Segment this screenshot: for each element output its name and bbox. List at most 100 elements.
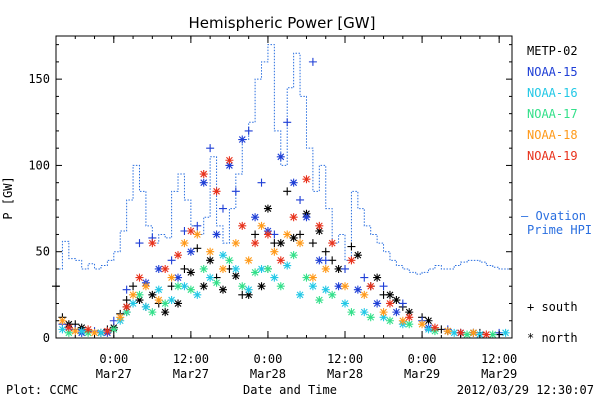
data-point xyxy=(174,282,183,291)
data-point xyxy=(206,247,215,256)
data-point xyxy=(398,316,407,325)
data-point xyxy=(251,230,260,239)
x-axis-label: Date and Time xyxy=(243,383,337,397)
data-point xyxy=(263,230,272,239)
x-tick-label-time: 0:00 xyxy=(253,352,282,366)
data-point xyxy=(251,268,260,277)
data-point xyxy=(456,328,465,337)
data-point xyxy=(231,187,240,196)
data-point xyxy=(334,282,343,291)
data-point xyxy=(206,273,215,282)
data-point xyxy=(135,239,144,248)
data-point xyxy=(251,239,260,248)
data-point xyxy=(469,328,478,337)
data-point xyxy=(148,239,157,248)
chart-title: Hemispheric Power [GW] xyxy=(189,14,376,32)
data-point xyxy=(321,247,330,256)
data-point xyxy=(283,230,292,239)
marker-legend: + south * north xyxy=(527,300,578,345)
data-point xyxy=(71,327,80,336)
data-point xyxy=(206,144,215,153)
x-tick-label-date: Mar27 xyxy=(96,367,132,381)
series-noaa-19-north xyxy=(64,156,491,339)
data-point xyxy=(341,264,350,273)
data-point xyxy=(302,175,311,184)
data-point xyxy=(308,239,317,248)
data-point xyxy=(64,328,73,337)
x-tick-label-time: 12:00 xyxy=(327,352,363,366)
data-point xyxy=(199,264,208,273)
data-point xyxy=(315,256,324,265)
data-point xyxy=(90,328,99,337)
data-point xyxy=(135,296,144,305)
data-point xyxy=(257,282,266,291)
data-point xyxy=(328,290,337,299)
data-point xyxy=(360,290,369,299)
x-tick-label-time: 12:00 xyxy=(173,352,209,366)
data-point xyxy=(129,290,138,299)
data-point xyxy=(231,239,240,248)
series-noaa-16-north xyxy=(58,251,510,339)
plot-timestamp: 2012/03/29 12:30:07 xyxy=(457,383,594,397)
data-point xyxy=(148,308,157,317)
data-point xyxy=(58,316,67,325)
data-point xyxy=(199,170,208,179)
legend-entry: NOAA-18 xyxy=(527,128,578,142)
data-point xyxy=(308,57,317,66)
data-point xyxy=(218,251,227,260)
data-point xyxy=(276,256,285,265)
data-point xyxy=(450,328,459,337)
data-point xyxy=(218,204,227,213)
data-point xyxy=(315,227,324,236)
data-point xyxy=(289,178,298,187)
data-point xyxy=(296,290,305,299)
data-point xyxy=(238,221,247,230)
data-point xyxy=(206,256,215,265)
data-point xyxy=(141,282,150,291)
data-point xyxy=(488,330,497,339)
data-point xyxy=(231,264,240,273)
data-point xyxy=(366,313,375,322)
data-point xyxy=(379,313,388,322)
data-point xyxy=(238,135,247,144)
data-point xyxy=(353,285,362,294)
data-point xyxy=(186,227,195,236)
data-point xyxy=(218,264,227,273)
data-point xyxy=(244,285,253,294)
data-point xyxy=(418,320,427,329)
data-point xyxy=(225,161,234,170)
data-point xyxy=(405,320,414,329)
data-point xyxy=(96,328,105,337)
data-point xyxy=(218,285,227,294)
data-point xyxy=(212,278,221,287)
data-point xyxy=(167,296,176,305)
data-point xyxy=(321,285,330,294)
data-points-layer xyxy=(52,57,510,339)
data-point xyxy=(276,152,285,161)
data-point xyxy=(430,323,439,332)
data-point xyxy=(341,282,350,291)
data-point xyxy=(116,313,125,322)
data-point xyxy=(244,256,253,265)
data-point xyxy=(276,239,285,248)
data-point xyxy=(289,213,298,222)
legend-entry: NOAA-16 xyxy=(527,86,578,100)
data-point xyxy=(122,296,131,305)
data-point xyxy=(122,302,131,311)
data-point xyxy=(360,273,369,282)
y-tick-label: 100 xyxy=(28,158,50,172)
ovation-legend-line2: Prime HPI xyxy=(527,223,592,237)
x-tick-label-date: Mar29 xyxy=(404,367,440,381)
data-point xyxy=(296,195,305,204)
data-point xyxy=(212,230,221,239)
data-point xyxy=(341,299,350,308)
data-point xyxy=(186,247,195,256)
x-tick-label-date: Mar28 xyxy=(327,367,363,381)
data-point xyxy=(238,282,247,291)
data-point xyxy=(283,118,292,127)
x-tick-label-time: 0:00 xyxy=(99,352,128,366)
data-point xyxy=(186,285,195,294)
data-point xyxy=(347,308,356,317)
data-point xyxy=(77,327,86,336)
